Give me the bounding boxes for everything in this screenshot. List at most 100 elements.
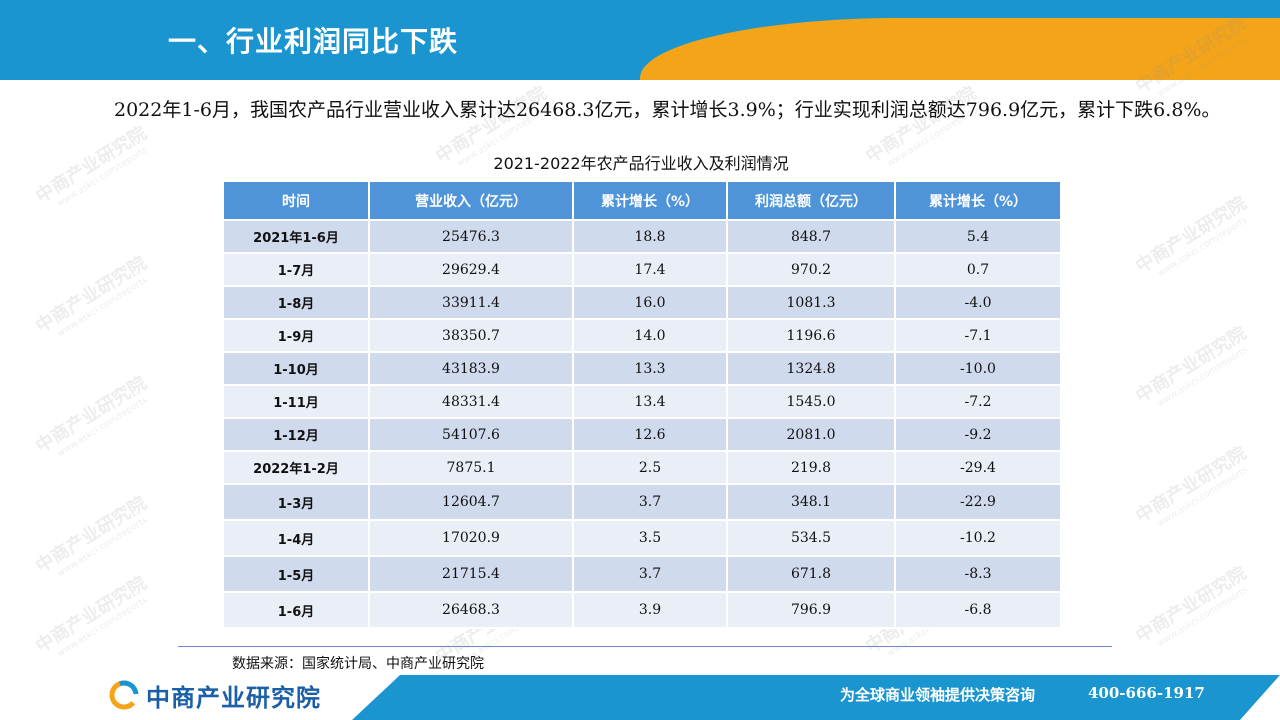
cell-revenue-growth: 13.3 [572, 351, 728, 386]
column-header-revenue: 营业收入（亿元） [368, 180, 574, 221]
cell-revenue: 7875.1 [368, 450, 574, 485]
table-row: 1-10月 43183.9 13.3 1324.8 -10.0 [222, 351, 1062, 386]
watermark-text: 中商产业研究院 [32, 492, 151, 578]
company-logo-text: 中商产业研究院 [146, 684, 321, 712]
table-row: 1-9月 38350.7 14.0 1196.6 -7.1 [222, 318, 1062, 353]
revenue-profit-table: 时间 营业收入（亿元） 累计增长（%） 利润总额（亿元） 累计增长（%） 202… [222, 180, 1062, 629]
cell-revenue: 21715.4 [368, 555, 574, 593]
cell-period: 1-9月 [222, 318, 370, 353]
cell-revenue-growth: 16.0 [572, 285, 728, 320]
cell-profit: 671.8 [726, 555, 896, 593]
table-row: 2021年1-6月 25476.3 18.8 848.7 5.4 [222, 219, 1062, 254]
cell-profit-growth: -6.8 [894, 591, 1062, 629]
footer-slogan: 为全球商业领袖提供决策咨询 [840, 686, 1036, 704]
watermark-url: www.askci.com/reports [55, 145, 150, 210]
watermark-text: 中商产业研究院 [1132, 562, 1251, 648]
intro-paragraph: 2022年1-6月，我国农产品行业营业收入累计达26468.3亿元，累计增长3.… [114, 99, 1221, 121]
watermark-text: 中商产业研究院 [1132, 192, 1251, 278]
table-row: 1-3月 12604.7 3.7 348.1 -22.9 [222, 483, 1062, 521]
table-row: 1-5月 21715.4 3.7 671.8 -8.3 [222, 555, 1062, 593]
watermark-url: www.askci.com/reports [55, 595, 150, 660]
cell-profit-growth: -8.3 [894, 555, 1062, 593]
cell-revenue: 48331.4 [368, 384, 574, 419]
cell-profit: 2081.0 [726, 417, 896, 452]
cell-profit: 534.5 [726, 519, 896, 557]
table-row: 1-6月 26468.3 3.9 796.9 -6.8 [222, 591, 1062, 629]
cell-revenue-growth: 14.0 [572, 318, 728, 353]
table-row: 1-7月 29629.4 17.4 970.2 0.7 [222, 252, 1062, 287]
source-divider [178, 646, 1112, 647]
table-row: 1-4月 17020.9 3.5 534.5 -10.2 [222, 519, 1062, 557]
cell-period: 2022年1-2月 [222, 450, 370, 485]
cell-revenue: 43183.9 [368, 351, 574, 386]
cell-profit: 219.8 [726, 450, 896, 485]
column-header-profit-growth: 累计增长（%） [894, 180, 1062, 221]
cell-revenue-growth: 13.4 [572, 384, 728, 419]
cell-revenue: 54107.6 [368, 417, 574, 452]
cell-profit-growth: -7.2 [894, 384, 1062, 419]
cell-period: 1-6月 [222, 591, 370, 629]
cell-profit-growth: -7.1 [894, 318, 1062, 353]
cell-revenue-growth: 3.7 [572, 555, 728, 593]
watermark-text: 中商产业研究院 [32, 372, 151, 458]
column-header-profit: 利润总额（亿元） [726, 180, 896, 221]
cell-profit-growth: -10.2 [894, 519, 1062, 557]
watermark-url: www.askci.com/reports [1155, 465, 1250, 530]
company-logo-icon [109, 680, 139, 710]
cell-period: 1-5月 [222, 555, 370, 593]
watermark-url: www.askci.com/reports [1155, 585, 1250, 650]
data-source: 数据来源：国家统计局、中商产业研究院 [232, 656, 484, 672]
column-header-revenue-growth: 累计增长（%） [572, 180, 728, 221]
table-row: 1-11月 48331.4 13.4 1545.0 -7.2 [222, 384, 1062, 419]
cell-profit-growth: 5.4 [894, 219, 1062, 254]
cell-profit-growth: 0.7 [894, 252, 1062, 287]
cell-revenue-growth: 3.5 [572, 519, 728, 557]
cell-revenue: 38350.7 [368, 318, 574, 353]
watermark-text: 中商产业研究院 [32, 252, 151, 338]
watermark-url: www.askci.com/reports [55, 395, 150, 460]
watermark-text: 中商产业研究院 [32, 122, 151, 208]
cell-profit-growth: -22.9 [894, 483, 1062, 521]
cell-period: 1-10月 [222, 351, 370, 386]
cell-revenue: 33911.4 [368, 285, 574, 320]
cell-period: 1-12月 [222, 417, 370, 452]
watermark-url: www.askci.com/reports [55, 275, 150, 340]
cell-profit: 348.1 [726, 483, 896, 521]
cell-profit: 1081.3 [726, 285, 896, 320]
cell-period: 1-8月 [222, 285, 370, 320]
cell-revenue-growth: 18.8 [572, 219, 728, 254]
cell-revenue: 26468.3 [368, 591, 574, 629]
table-title: 2021-2022年农产品行业收入及利润情况 [493, 154, 789, 173]
cell-period: 1-11月 [222, 384, 370, 419]
cell-profit: 848.7 [726, 219, 896, 254]
table-row: 1-8月 33911.4 16.0 1081.3 -4.0 [222, 285, 1062, 320]
table-row: 1-12月 54107.6 12.6 2081.0 -9.2 [222, 417, 1062, 452]
header-bar: 一、行业利润同比下跌 [0, 0, 1280, 80]
cell-profit-growth: -4.0 [894, 285, 1062, 320]
cell-revenue-growth: 2.5 [572, 450, 728, 485]
watermark-url: www.askci.com/reports [1155, 345, 1250, 410]
cell-revenue: 25476.3 [368, 219, 574, 254]
watermark-url: www.askci.com/reports [1155, 215, 1250, 280]
cell-profit: 970.2 [726, 252, 896, 287]
watermark-text: 中商产业研究院 [1132, 442, 1251, 528]
cell-period: 1-3月 [222, 483, 370, 521]
cell-revenue-growth: 3.9 [572, 591, 728, 629]
cell-revenue: 12604.7 [368, 483, 574, 521]
cell-profit-growth: -29.4 [894, 450, 1062, 485]
cell-period: 1-4月 [222, 519, 370, 557]
cell-revenue-growth: 17.4 [572, 252, 728, 287]
cell-profit: 1545.0 [726, 384, 896, 419]
cell-profit-growth: -9.2 [894, 417, 1062, 452]
watermark-text: 中商产业研究院 [32, 572, 151, 658]
header-accent-shape [640, 18, 1280, 80]
footer-phone: 400-666-1917 [1088, 684, 1205, 702]
